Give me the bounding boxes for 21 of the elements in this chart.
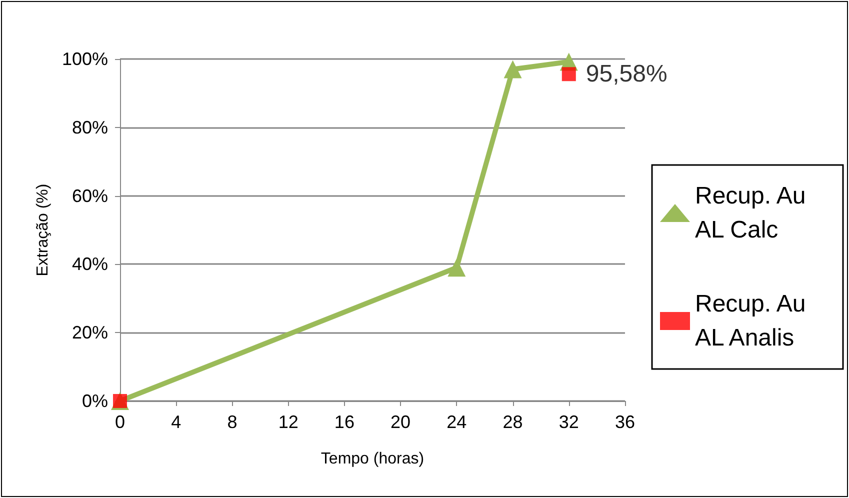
y-tick-label: 0% xyxy=(82,391,108,411)
legend-label: Recup. Au AL Calc xyxy=(695,182,812,244)
y-tick-label: 40% xyxy=(72,254,108,274)
x-tick-label: 12 xyxy=(278,412,298,432)
y-tick-label: 100% xyxy=(62,49,108,69)
x-tick-label: 16 xyxy=(334,412,354,432)
x-axis-title: Tempo (horas) xyxy=(320,450,424,468)
x-tick-label: 28 xyxy=(502,412,523,432)
legend-label: Recup. Au AL Analis xyxy=(695,290,812,352)
data-label: 95,58% xyxy=(586,60,668,88)
x-tick-label: 32 xyxy=(558,412,579,432)
x-tick-label: 8 xyxy=(227,412,238,432)
x-tick-label: 36 xyxy=(614,412,636,432)
x-tick-label: 0 xyxy=(114,412,126,432)
y-tick-label: 80% xyxy=(72,117,108,138)
y-tick-label: 60% xyxy=(72,186,108,206)
y-tick-label: 20% xyxy=(72,322,108,343)
x-tick-label: 20 xyxy=(390,412,411,432)
x-tick-label: 4 xyxy=(171,412,182,432)
y-axis-title: Extração (%) xyxy=(34,184,52,276)
x-tick-label: 24 xyxy=(446,412,467,432)
